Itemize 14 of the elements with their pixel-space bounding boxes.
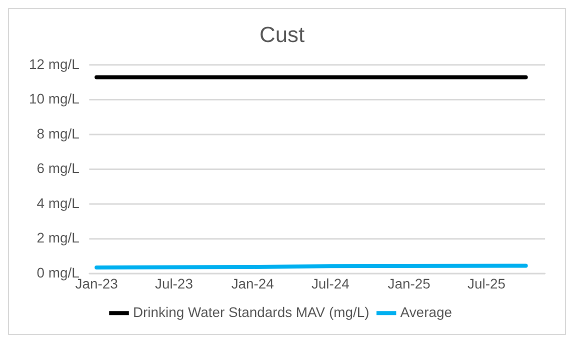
x-tick-label: Jan-25 [388,276,431,292]
y-tick-label: 8 mg/L [36,125,80,142]
x-tick-label: Jul-23 [154,276,194,292]
x-tick-label: Jul-25 [468,276,506,292]
y-tick-label: 6 mg/L [36,160,80,176]
chart-title: Cust [259,22,305,48]
legend-label: Drinking Water Standards MAV (mg/L) [132,304,370,320]
y-tick-label: 2 mg/L [36,230,80,246]
x-tick-label: Jan-24 [231,276,274,292]
legend-label: Average [400,304,452,320]
y-tick-label: 4 mg/L [36,194,80,211]
y-tick-label: 12 mg/L [28,56,80,72]
x-tick-label: Jul-24 [311,276,350,292]
y-tick-label: 10 mg/L [28,90,80,107]
